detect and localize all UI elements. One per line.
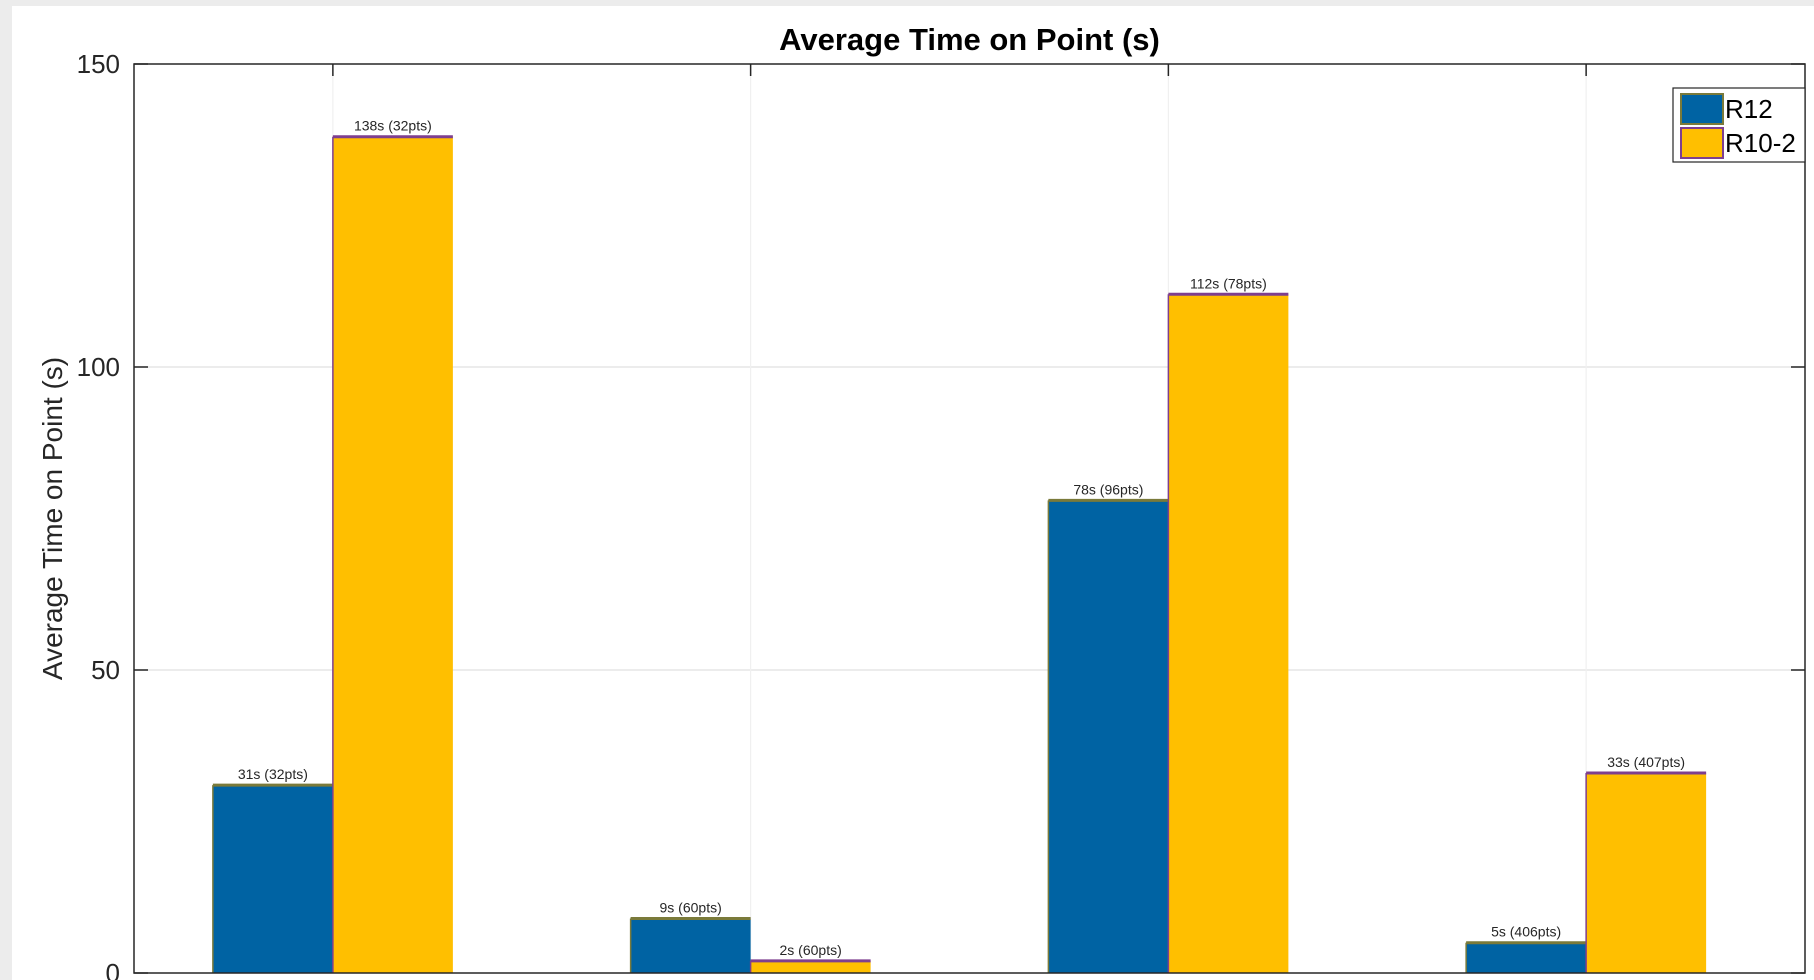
- bar-r10-2-1: [332, 136, 453, 974]
- chart-title: Average Time on Point (s): [779, 22, 1160, 57]
- bar-chart: 31s (32pts) 9s (60pts) 78s (96pts) 5s (406p…: [37, 22, 1806, 980]
- y-axis-title: Average Time on Point (s): [37, 357, 68, 680]
- bar-data-label: 31s (32pts): [238, 766, 308, 782]
- bar-r10-2-3: [1168, 294, 1289, 973]
- chart-figure: 31s (32pts) 9s (60pts) 78s (96pts) 5s (406p…: [12, 6, 1814, 980]
- bar-r12-3: [1048, 500, 1169, 973]
- axes: 0 50 100 150: [77, 49, 1806, 980]
- bar-r10-2-4: [1586, 773, 1707, 973]
- bar-data-label: 138s (32pts): [354, 118, 432, 134]
- bar-r12-1: [212, 785, 333, 973]
- axes-box: [133, 63, 1806, 974]
- bars: 31s (32pts) 9s (60pts) 78s (96pts) 5s (406p…: [212, 118, 1707, 974]
- bar-data-label: 33s (407pts): [1607, 754, 1685, 770]
- bar-r12-2: [630, 918, 751, 973]
- bar-r10-2-2: [750, 960, 871, 973]
- legend-label: R10-2: [1725, 128, 1796, 158]
- bar-data-label: 5s (406pts): [1491, 924, 1561, 940]
- y-tick-label: 50: [91, 655, 120, 685]
- bar-r12-4: [1466, 942, 1587, 973]
- legend-label: R12: [1725, 94, 1773, 124]
- bar-data-label: 112s (78pts): [1190, 275, 1267, 291]
- legend: R12 R10-2: [1672, 87, 1806, 163]
- y-tick-label: 150: [77, 49, 120, 79]
- y-tick-label: 0: [106, 958, 120, 980]
- bar-data-label: 2s (60pts): [780, 942, 842, 958]
- bar-data-label: 78s (96pts): [1073, 481, 1143, 497]
- bar-data-label: 9s (60pts): [660, 899, 722, 915]
- legend-swatch-r10-2: [1680, 127, 1724, 159]
- y-tick-label: 100: [77, 352, 120, 382]
- legend-swatch-r12: [1680, 93, 1724, 125]
